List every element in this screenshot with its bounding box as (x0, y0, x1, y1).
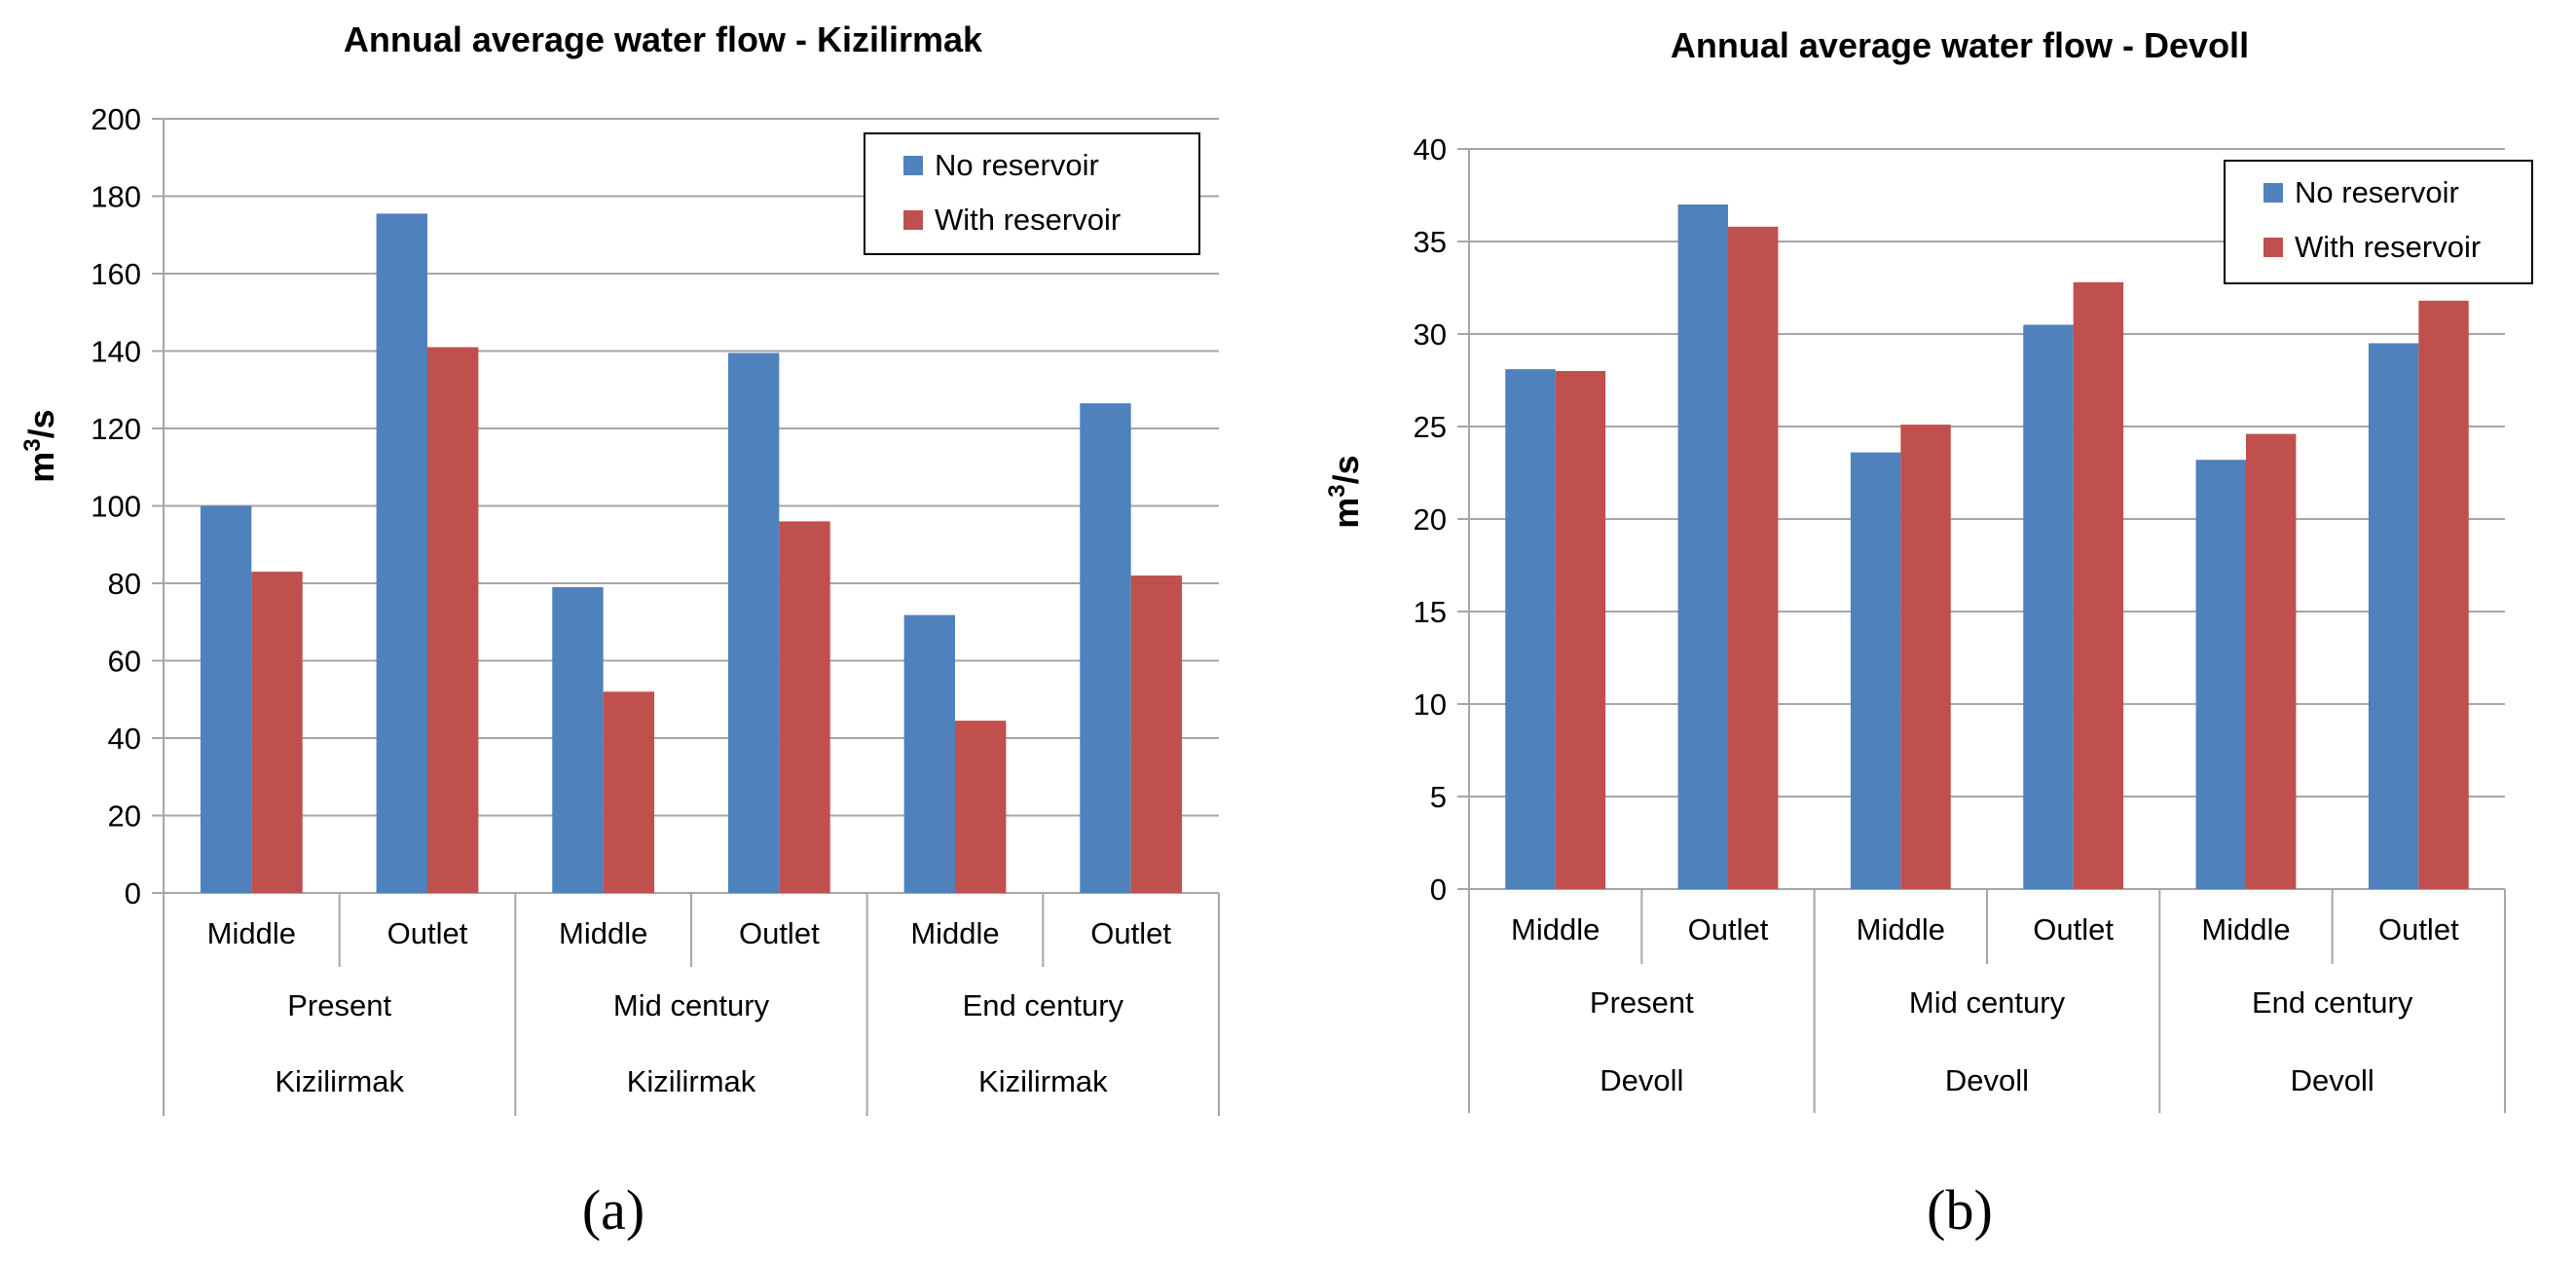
y-tick-label: 160 (91, 257, 141, 291)
x-river-label: Kizilirmak (627, 1064, 756, 1098)
y-tick-label: 20 (108, 799, 141, 834)
chart-panel-a: Annual average water flow - Kizilirmak m… (19, 19, 1220, 1242)
panel-label: (a) (582, 1178, 644, 1242)
bar-with-reservoir (603, 691, 655, 893)
bar-with-reservoir (2418, 300, 2469, 889)
y-tick-label: 0 (125, 876, 141, 910)
x-group-label: End century (963, 988, 1124, 1022)
bar-with-reservoir (251, 572, 303, 893)
bar-no-reservoir (1080, 403, 1131, 893)
bar-with-reservoir (1900, 425, 1951, 889)
bar-no-reservoir (552, 586, 604, 893)
y-tick-label: 180 (91, 180, 141, 214)
chart-title: Annual average water flow - Devoll (1671, 25, 2249, 65)
x-group-label: End century (2252, 985, 2413, 1020)
bar-no-reservoir (903, 614, 955, 893)
y-tick-label: 20 (1414, 502, 1447, 537)
chart-title: Annual average water flow - Kizilirmak (344, 19, 983, 59)
bar-no-reservoir (376, 213, 427, 893)
legend-label: With reservoir (935, 203, 1121, 237)
bar-no-reservoir (1677, 204, 1728, 889)
panel-label: (b) (1927, 1178, 1993, 1242)
y-tick-label: 40 (108, 722, 141, 756)
x-category-label: Middle (1511, 912, 1600, 946)
x-category-label: Outlet (739, 916, 820, 950)
y-tick-label: 15 (1414, 595, 1447, 629)
x-group-label: Present (287, 988, 391, 1022)
legend-swatch (903, 156, 923, 175)
y-tick-label: 60 (108, 645, 141, 679)
y-tick-label: 5 (1430, 780, 1447, 814)
y-tick-label: 200 (91, 102, 141, 136)
x-river-label: Kizilirmak (978, 1064, 1108, 1098)
y-tick-label: 0 (1430, 872, 1447, 907)
y-axis-label: m3/s (1324, 455, 1366, 528)
x-category-label: Outlet (2033, 912, 2114, 946)
x-category-label: Outlet (1090, 916, 1171, 950)
bar-no-reservoir (200, 505, 252, 893)
bar-no-reservoir (727, 353, 780, 893)
legend-label: No reservoir (2295, 175, 2459, 209)
x-river-label: Devoll (1600, 1063, 1683, 1097)
x-category-label: Outlet (387, 916, 468, 950)
legend-label: With reservoir (2295, 230, 2481, 264)
bar-with-reservoir (2246, 433, 2297, 889)
chart-panel-b: Annual average water flow - Devoll m3/s … (1288, 0, 2576, 1262)
legend-swatch (903, 210, 923, 230)
bar-with-reservoir (1130, 575, 1183, 893)
x-category-label: Outlet (1688, 912, 1769, 946)
legend-swatch (2263, 183, 2283, 203)
bar-chart-devoll: Annual average water flow - Devoll m3/s … (1324, 25, 2533, 1242)
x-category-label: Middle (910, 916, 999, 950)
x-river-label: Devoll (1945, 1063, 2029, 1097)
y-tick-label: 10 (1414, 687, 1447, 722)
x-group-label: Mid century (613, 988, 770, 1022)
x-river-label: Devoll (2291, 1063, 2374, 1097)
y-tick-label: 80 (108, 567, 141, 601)
y-tick-label: 140 (91, 335, 141, 369)
bar-with-reservoir (1555, 371, 1606, 889)
x-river-label: Kizilirmak (275, 1064, 404, 1098)
bar-with-reservoir (2073, 281, 2124, 889)
x-group-label: Present (1590, 985, 1694, 1020)
bar-with-reservoir (1728, 226, 1779, 890)
bar-with-reservoir (427, 347, 479, 893)
x-category-label: Outlet (2378, 912, 2459, 946)
bar-no-reservoir (2368, 343, 2419, 889)
y-tick-label: 120 (91, 412, 141, 446)
bar-no-reservoir (2195, 460, 2246, 889)
legend-swatch (2263, 238, 2283, 257)
y-axis-label: m3/s (19, 409, 61, 482)
bar-no-reservoir (1850, 452, 1901, 889)
x-category-label: Middle (2201, 912, 2290, 946)
y-tick-label: 25 (1414, 410, 1447, 444)
x-category-label: Middle (1857, 912, 1945, 946)
x-category-label: Middle (559, 916, 647, 950)
x-group-label: Mid century (1909, 985, 2066, 1020)
bar-chart-kizilirmak: Annual average water flow - Kizilirmak m… (19, 19, 1220, 1242)
bar-with-reservoir (955, 721, 1007, 893)
y-tick-label: 30 (1414, 317, 1447, 352)
bar-no-reservoir (2023, 324, 2074, 889)
y-tick-label: 35 (1414, 225, 1447, 259)
legend-label: No reservoir (935, 148, 1099, 182)
x-category-label: Middle (207, 916, 296, 950)
bar-no-reservoir (1505, 369, 1556, 890)
legend-box (2224, 160, 2533, 284)
bar-with-reservoir (779, 521, 830, 893)
y-tick-label: 40 (1414, 132, 1447, 167)
y-tick-label: 100 (91, 490, 141, 524)
legend-box (864, 132, 1200, 255)
